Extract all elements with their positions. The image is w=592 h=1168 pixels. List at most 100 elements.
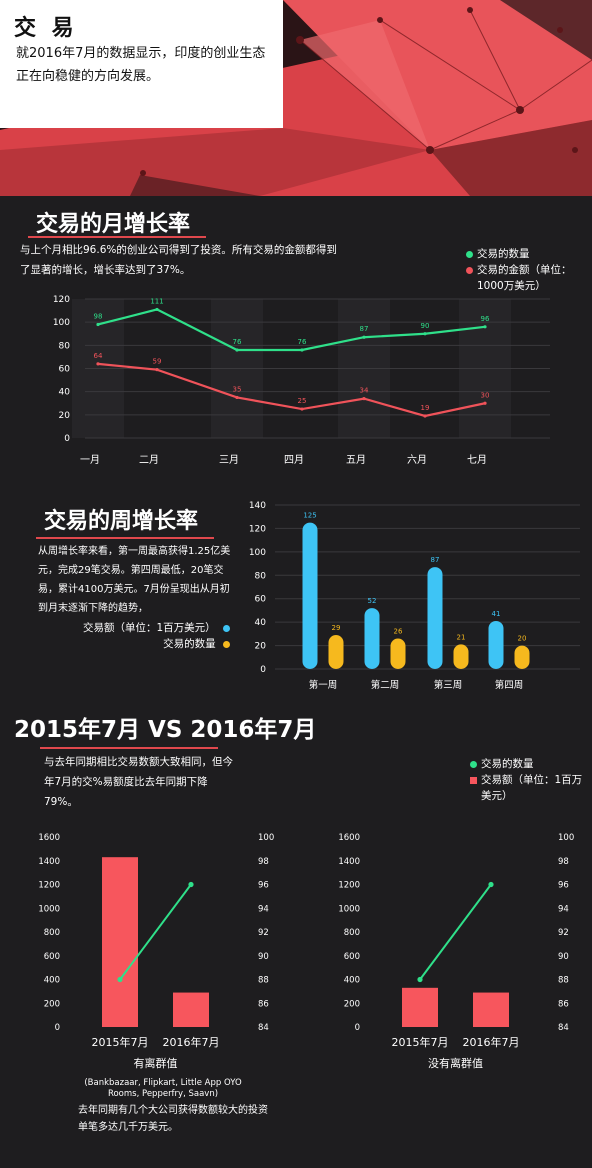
bar — [173, 992, 209, 1027]
data-point — [155, 307, 159, 312]
yoy-title-underline — [40, 747, 218, 749]
x-tick-label: 六月 — [407, 454, 427, 466]
data-point — [362, 335, 366, 339]
y-right-tick-label: 96 — [258, 881, 269, 891]
x-tick-label: 2016年7月 — [163, 1035, 220, 1049]
y-tick-label: 100 — [53, 318, 70, 328]
y-tick-label: 80 — [255, 571, 267, 581]
data-label: 111 — [150, 297, 163, 305]
data-label: 98 — [94, 312, 103, 320]
x-tick-label: 2015年7月 — [392, 1035, 449, 1049]
legend-item-amount: 交易额（单位：1百万美元） — [40, 620, 230, 636]
data-point — [235, 395, 239, 400]
y-right-tick-label: 94 — [558, 904, 569, 914]
intro-title: 交 易 — [14, 16, 78, 41]
y-right-tick-label: 88 — [258, 976, 269, 986]
yellow-dot-icon — [223, 640, 230, 648]
legend-item-count: 交易的数量 — [40, 636, 230, 652]
y-right-tick-label: 98 — [558, 857, 569, 867]
monthly-title: 交易的月增长率 — [36, 212, 191, 237]
data-label: 76 — [298, 338, 307, 346]
data-label: 20 — [518, 635, 527, 643]
data-point — [417, 976, 423, 983]
data-point — [235, 348, 239, 352]
y-right-tick-label: 98 — [258, 857, 269, 867]
x-tick-label: 第四周 — [495, 679, 524, 691]
intro-description: 就2016年7月的数据显示，印度的创业生态正在向稳健的方向发展。 — [16, 46, 266, 84]
y-right-tick-label: 90 — [558, 952, 569, 962]
data-point — [488, 881, 494, 888]
y-left-tick-label: 200 — [44, 999, 60, 1009]
y-tick-label: 100 — [249, 548, 266, 558]
y-right-tick-label: 86 — [558, 999, 569, 1009]
red-square-icon — [470, 776, 477, 784]
x-tick-label: 四月 — [284, 454, 304, 466]
y-right-tick-label: 92 — [558, 928, 569, 938]
y-tick-label: 60 — [59, 365, 71, 375]
y-left-tick-label: 400 — [44, 976, 60, 986]
data-label: 30 — [481, 391, 490, 399]
x-tick-label: 五月 — [346, 454, 366, 466]
monthly-title-underline — [28, 236, 206, 238]
data-label: 52 — [368, 597, 377, 605]
data-label: 59 — [153, 358, 162, 366]
data-point — [423, 414, 427, 418]
y-tick-label: 140 — [249, 501, 266, 511]
y-left-tick-label: 1000 — [338, 904, 360, 914]
monthly-line-chart: 0 20 40 60 80 100 120 一月 二月 三月 四月 五月 六月 七月 98 111 76 76 87… — [53, 295, 550, 466]
y-left-tick-label: 1600 — [338, 833, 360, 843]
x-tick-label: 第三周 — [434, 679, 463, 691]
y-tick-label: 20 — [255, 642, 267, 652]
bar — [102, 857, 138, 1027]
y-tick-label: 20 — [59, 411, 71, 421]
yoy-legend: 交易的数量 交易额（单位：1百万美元） — [470, 756, 590, 804]
data-point — [483, 325, 487, 329]
y-left-tick-label: 1600 — [38, 833, 60, 843]
monthly-description: 与上个月相比96.6%的创业公司得到了投资。所有交易的金额都得到了显著的增长，增… — [20, 244, 337, 276]
y-tick-label: 40 — [59, 388, 71, 398]
x-tick-label: 第二周 — [371, 679, 400, 691]
weekly-title: 交易的周增长率 — [44, 509, 199, 534]
bar — [514, 645, 530, 669]
y-tick-label: 0 — [64, 434, 70, 444]
data-label: 87 — [360, 325, 369, 333]
y-left-tick-label: 600 — [44, 952, 60, 962]
y-tick-label: 0 — [260, 665, 266, 675]
data-label: 41 — [492, 610, 501, 618]
weekly-bar-chart: 0 20 40 60 80 100 120 140 125 29 第一周 52 26 第二周 87 21 第三周… — [249, 501, 580, 691]
data-point — [362, 397, 366, 401]
y-left-tick-label: 200 — [344, 999, 360, 1009]
green-dot-icon — [466, 250, 473, 258]
y-tick-label: 120 — [53, 295, 70, 305]
y-right-tick-label: 86 — [258, 999, 269, 1009]
bar — [488, 620, 504, 669]
data-point — [423, 332, 427, 336]
yoy-note: 去年同期有几个大公司获得数额较大的投资单笔多达几千万美元。 — [78, 1105, 268, 1133]
bar — [402, 987, 438, 1027]
bar — [473, 992, 509, 1027]
yoy-chart-with-outliers: 0 200 400 600 800 1000 1200 1400 1600 84 86 88 90 92 9… — [38, 833, 274, 1070]
y-right-tick-label: 100 — [258, 833, 274, 843]
x-tick-label: 第一周 — [309, 679, 338, 691]
monthly-legend: 交易的数量 交易的金额（单位：1000万美元） — [466, 246, 584, 294]
y-left-tick-label: 0 — [355, 1023, 360, 1033]
x-axis-label: 有离群值 — [134, 1056, 178, 1070]
data-label: 21 — [457, 633, 466, 641]
data-label: 125 — [303, 512, 316, 520]
data-label: 35 — [233, 385, 242, 393]
weekly-legend: 交易额（单位：1百万美元） 交易的数量 — [40, 620, 230, 652]
y-right-tick-label: 84 — [558, 1023, 569, 1033]
data-label: 76 — [233, 338, 242, 346]
weekly-description: 从周增长率来看，第一周最高获得1.25亿美元，完成29笔交易。第四周最低，20笔… — [38, 546, 231, 614]
polygon-background — [0, 0, 592, 196]
x-tick-label: 七月 — [467, 454, 487, 466]
y-left-tick-label: 1200 — [338, 881, 360, 891]
y-tick-label: 80 — [59, 341, 71, 351]
data-label: 25 — [298, 397, 307, 405]
data-label: 96 — [481, 315, 490, 323]
data-label: 34 — [360, 387, 369, 395]
y-left-tick-label: 0 — [55, 1023, 60, 1033]
yoy-title: 2015年7月 VS 2016年7月 — [14, 717, 317, 743]
y-left-tick-label: 1000 — [38, 904, 60, 914]
data-point — [300, 348, 304, 352]
